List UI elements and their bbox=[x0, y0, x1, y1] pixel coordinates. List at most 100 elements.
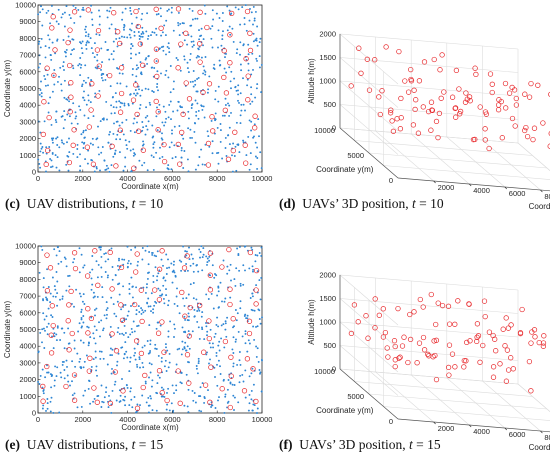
uav-point bbox=[376, 94, 382, 100]
user-point bbox=[118, 259, 120, 262]
user-point bbox=[49, 54, 52, 57]
user-point bbox=[39, 46, 42, 49]
user-point bbox=[112, 106, 115, 109]
uav-point bbox=[183, 30, 189, 36]
user-point bbox=[258, 66, 261, 69]
user-point bbox=[224, 395, 227, 398]
uav-point bbox=[366, 87, 373, 93]
user-point bbox=[108, 170, 111, 173]
uav-point bbox=[67, 62, 73, 69]
user-point bbox=[123, 28, 125, 31]
uav-point bbox=[134, 405, 141, 411]
user-point bbox=[156, 86, 158, 88]
user-point bbox=[124, 395, 127, 398]
user-point bbox=[165, 117, 168, 120]
user-point bbox=[197, 117, 200, 120]
user-point bbox=[151, 251, 153, 254]
user-point bbox=[137, 324, 140, 327]
user-point bbox=[45, 146, 48, 149]
uav-point bbox=[118, 302, 124, 308]
user-point bbox=[258, 279, 261, 282]
user-point bbox=[116, 67, 118, 69]
user-point bbox=[162, 276, 165, 279]
user-point bbox=[255, 57, 258, 60]
user-point bbox=[84, 389, 87, 392]
uav-point bbox=[540, 343, 547, 349]
user-point bbox=[138, 356, 141, 359]
user-point bbox=[230, 12, 233, 15]
user-point bbox=[53, 285, 56, 288]
user-point bbox=[254, 141, 257, 144]
user-point bbox=[91, 137, 94, 140]
user-point bbox=[93, 56, 96, 59]
user-point bbox=[80, 311, 83, 313]
user-point bbox=[182, 297, 185, 300]
user-point bbox=[187, 127, 190, 130]
uav-point bbox=[135, 128, 142, 134]
user-point bbox=[79, 66, 82, 69]
user-point bbox=[252, 23, 254, 26]
user-point bbox=[192, 70, 195, 72]
user-point bbox=[90, 47, 93, 50]
user-point bbox=[76, 148, 79, 150]
uav-point bbox=[504, 347, 511, 353]
user-point bbox=[224, 147, 227, 149]
y-tick-label: 3000 bbox=[19, 117, 36, 126]
uav-point bbox=[380, 334, 387, 340]
uav-point bbox=[85, 306, 91, 312]
uav-point bbox=[219, 264, 225, 270]
user-point bbox=[106, 313, 108, 316]
user-point bbox=[98, 23, 101, 26]
uav-point bbox=[548, 131, 550, 136]
user-point bbox=[144, 309, 147, 312]
user-point bbox=[201, 163, 204, 166]
user-point bbox=[42, 298, 44, 301]
user-point bbox=[194, 17, 197, 20]
user-point bbox=[175, 57, 178, 59]
user-point bbox=[224, 320, 227, 323]
user-point bbox=[149, 103, 152, 106]
user-point bbox=[123, 36, 126, 39]
user-point bbox=[63, 69, 65, 71]
uav-point bbox=[133, 82, 139, 88]
user-point bbox=[124, 165, 127, 168]
uav-point bbox=[253, 398, 259, 405]
user-point bbox=[258, 252, 261, 254]
x-tick-mark bbox=[504, 427, 508, 431]
user-point bbox=[157, 321, 160, 324]
user-point bbox=[49, 410, 52, 413]
user-point bbox=[56, 80, 59, 83]
user-point bbox=[37, 42, 40, 45]
user-point bbox=[223, 67, 226, 70]
user-point bbox=[252, 403, 255, 406]
user-point bbox=[116, 264, 119, 267]
uav-point bbox=[153, 98, 159, 105]
user-point bbox=[232, 142, 235, 145]
user-point bbox=[133, 92, 136, 95]
user-point bbox=[198, 395, 200, 398]
uav-point bbox=[186, 96, 193, 102]
uav-point bbox=[48, 332, 54, 338]
uav-point bbox=[95, 27, 102, 34]
caption-e: (e) UAV distributions, t = 15 bbox=[5, 437, 163, 453]
user-point bbox=[139, 366, 141, 369]
user-point bbox=[126, 36, 129, 39]
user-point bbox=[59, 66, 62, 69]
user-point bbox=[48, 146, 51, 148]
user-point bbox=[167, 116, 170, 119]
user-point bbox=[98, 9, 100, 12]
user-point bbox=[125, 144, 128, 147]
user-point bbox=[167, 299, 170, 302]
user-point bbox=[61, 297, 64, 300]
user-point bbox=[142, 143, 145, 146]
user-point bbox=[191, 330, 194, 333]
user-point bbox=[80, 318, 83, 321]
uav-point bbox=[407, 336, 414, 343]
user-point bbox=[198, 45, 201, 48]
user-point bbox=[161, 121, 164, 124]
user-point bbox=[189, 283, 192, 286]
user-point bbox=[114, 28, 117, 30]
y-grid-line bbox=[383, 312, 550, 421]
user-point bbox=[170, 262, 173, 265]
user-point bbox=[122, 357, 125, 360]
